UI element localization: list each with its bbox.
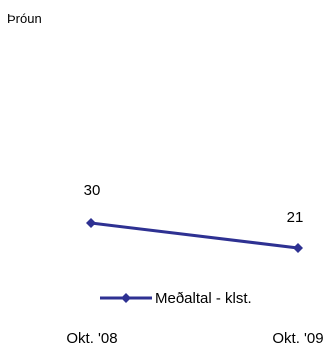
series-line: [90, 221, 299, 250]
data-label-2: 21: [287, 209, 304, 226]
data-label-1: 30: [84, 182, 101, 199]
data-point-2: [293, 243, 303, 253]
legend: Meðaltal - klst.: [100, 290, 252, 307]
chart-title: Þróun: [7, 11, 42, 26]
legend-label: Meðaltal - klst.: [155, 290, 252, 307]
x-tick-label-1: Okt. '08: [66, 330, 117, 347]
series-markers: [86, 218, 303, 253]
data-labels: 30 21: [84, 182, 304, 226]
data-point-1: [86, 218, 96, 228]
x-axis-ticks: Okt. '08 Okt. '09: [66, 330, 323, 347]
x-tick-label-2: Okt. '09: [272, 330, 323, 347]
legend-marker: [121, 293, 131, 303]
